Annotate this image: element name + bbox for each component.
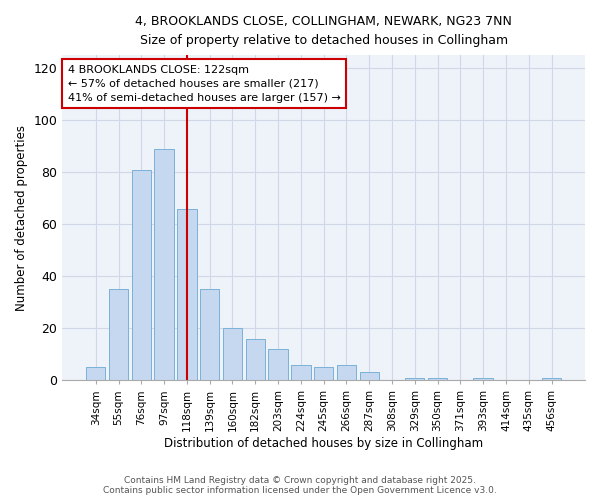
Bar xyxy=(245,338,265,380)
Bar xyxy=(473,378,493,380)
Bar xyxy=(359,372,379,380)
Text: Contains HM Land Registry data © Crown copyright and database right 2025.
Contai: Contains HM Land Registry data © Crown c… xyxy=(103,476,497,495)
Bar xyxy=(177,208,197,380)
X-axis label: Distribution of detached houses by size in Collingham: Distribution of detached houses by size … xyxy=(164,437,483,450)
Bar xyxy=(131,170,151,380)
Bar xyxy=(314,368,334,380)
Bar xyxy=(223,328,242,380)
Bar xyxy=(291,364,311,380)
Bar xyxy=(268,349,288,380)
Bar xyxy=(428,378,447,380)
Bar xyxy=(337,364,356,380)
Bar xyxy=(542,378,561,380)
Bar xyxy=(154,149,174,380)
Bar xyxy=(86,368,106,380)
Bar xyxy=(109,289,128,380)
Bar xyxy=(405,378,424,380)
Text: 4 BROOKLANDS CLOSE: 122sqm
← 57% of detached houses are smaller (217)
41% of sem: 4 BROOKLANDS CLOSE: 122sqm ← 57% of deta… xyxy=(68,65,340,103)
Y-axis label: Number of detached properties: Number of detached properties xyxy=(15,124,28,310)
Bar xyxy=(200,289,220,380)
Title: 4, BROOKLANDS CLOSE, COLLINGHAM, NEWARK, NG23 7NN
Size of property relative to d: 4, BROOKLANDS CLOSE, COLLINGHAM, NEWARK,… xyxy=(135,15,512,47)
